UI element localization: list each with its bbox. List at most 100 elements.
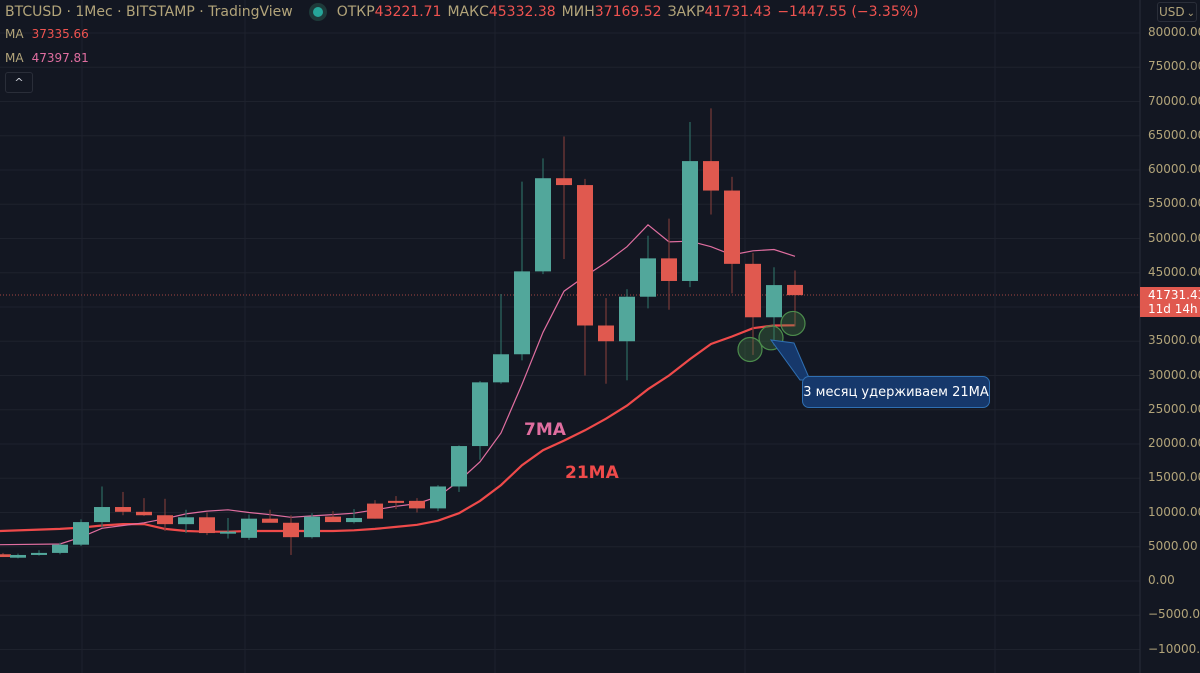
candle-down — [199, 512, 215, 536]
candle-body — [199, 517, 215, 534]
candle-body — [535, 178, 551, 272]
candle-up — [493, 293, 509, 384]
last-price-tag: 41731.43 11d 14h — [1140, 287, 1200, 317]
collapse-legend-button[interactable]: ^ — [5, 72, 33, 93]
chevron-up-icon: ^ — [14, 76, 24, 89]
price-axis-label: 50000.00 — [1148, 230, 1200, 245]
candle-up — [220, 517, 236, 539]
price-axis-label: 65000.00 — [1148, 127, 1200, 142]
candle-up — [346, 509, 362, 524]
callout-pointer — [769, 339, 811, 381]
price-axis-label: 0.00 — [1148, 573, 1175, 587]
21ma-path — [0, 324, 796, 533]
candle-up — [52, 542, 68, 555]
candle-body — [619, 296, 635, 342]
last-price-value: 41731.43 — [1148, 288, 1200, 302]
candle-up — [94, 486, 110, 528]
candle-body — [346, 517, 362, 523]
candle-down — [661, 218, 677, 310]
candle-down — [703, 108, 719, 215]
candle-body — [577, 185, 593, 326]
candle-body — [682, 161, 698, 281]
candle-down — [388, 496, 404, 510]
candle-body — [472, 382, 488, 447]
indicator-ma7-legend[interactable]: MA 47397.81 — [5, 51, 89, 65]
ma7-annotation[interactable]: 7MA — [524, 420, 566, 440]
candle-down — [409, 498, 425, 513]
ohlc-close-key: ЗАКР — [667, 4, 705, 20]
candle-up — [535, 158, 551, 275]
price-axis-label: 20000.00 — [1148, 436, 1200, 450]
price-axis-label: −10000.00 — [1148, 641, 1200, 656]
candle-body — [325, 516, 341, 523]
candle-body — [52, 544, 68, 553]
candle-body — [136, 511, 152, 516]
ohlc-open-value: 43221.71 — [374, 4, 442, 20]
currency-label: USD — [1158, 5, 1185, 19]
candle-down — [367, 500, 383, 519]
candle-up — [472, 380, 488, 460]
candle-up — [682, 122, 698, 288]
candle-body — [703, 161, 719, 191]
price-axis-label: 25000.00 — [1148, 401, 1200, 416]
candle-body — [451, 446, 467, 487]
candle-up — [31, 550, 47, 556]
currency-selector[interactable]: USD ⌄ — [1157, 2, 1197, 22]
candle-body — [10, 554, 26, 558]
candle-down — [0, 552, 11, 558]
candle-up — [430, 485, 446, 512]
candle-up — [640, 235, 656, 309]
candle-up — [766, 267, 782, 346]
candle-up — [304, 513, 320, 539]
indicator-label: MA — [5, 51, 24, 65]
candle-up — [619, 289, 635, 381]
candle-up — [451, 445, 467, 492]
ma21-annotation[interactable]: 21MA — [565, 463, 619, 483]
candle-body — [598, 325, 614, 342]
candle-body — [31, 552, 47, 555]
indicator-ma21-legend[interactable]: MA 37335.66 — [5, 27, 89, 41]
ohlc-low-value: 37169.52 — [594, 4, 662, 20]
indicator-value: 37335.66 — [31, 27, 89, 41]
symbol-legend: BTCUSD · 1Мес · BITSTAMP · TradingView ОТ… — [5, 4, 919, 20]
candle-body — [514, 271, 530, 355]
candle-down — [598, 298, 614, 384]
candle-body — [409, 500, 425, 509]
price-axis-label: 80000.00 — [1148, 25, 1200, 39]
symbol-title[interactable]: BTCUSD · 1Мес · BITSTAMP · TradingView — [5, 4, 293, 20]
price-axis-label: 70000.00 — [1148, 93, 1200, 108]
ohlc-open-key: ОТКР — [336, 4, 375, 20]
chevron-down-icon: ⌄ — [1186, 8, 1196, 19]
candle-down — [556, 136, 572, 260]
highlight-circle — [780, 310, 806, 337]
candle-down — [577, 178, 593, 376]
candle-body — [640, 258, 656, 297]
price-axis-label: 5000.00 — [1148, 538, 1198, 553]
candle-body — [745, 263, 761, 318]
price-axis-label: 10000.00 — [1148, 504, 1200, 519]
candle-down — [157, 498, 173, 531]
callout-annotation[interactable]: 3 месяц удерживаем 21MA — [802, 376, 990, 408]
candle-body — [787, 284, 803, 296]
candle-body — [556, 178, 572, 186]
candle-body — [0, 554, 11, 558]
candle-body — [724, 190, 740, 264]
candle-body — [367, 503, 383, 519]
price-axis-label: 35000.00 — [1148, 333, 1200, 348]
candle-body — [388, 500, 404, 503]
price-axis-label: −5000.00 — [1148, 607, 1200, 622]
candle-down — [787, 270, 803, 327]
candle-body — [304, 516, 320, 538]
candle-body — [73, 522, 89, 545]
candle-body — [766, 285, 782, 318]
chart-grid — [0, 0, 1140, 673]
candle-body — [157, 515, 173, 525]
indicator-value: 47397.81 — [31, 51, 89, 65]
price-axis-label: 45000.00 — [1148, 264, 1200, 279]
candle-body — [493, 354, 509, 383]
candle-down — [136, 498, 152, 516]
candle-body — [283, 522, 299, 538]
candle-body — [262, 518, 278, 523]
ohlc-low-key: МИН — [561, 4, 595, 20]
